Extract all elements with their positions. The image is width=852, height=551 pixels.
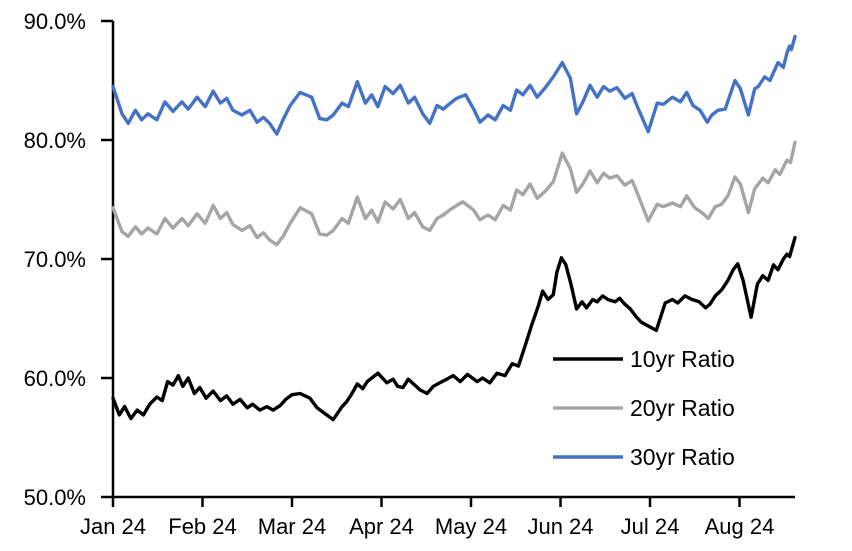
x-axis-tick-label: Jan 24 [80,514,146,539]
y-axis-tick-label: 80.0% [24,128,86,153]
x-axis-tick-label: Mar 24 [258,514,326,539]
x-axis-tick-label: Jun 24 [527,514,593,539]
x-axis-tick-label: May 24 [435,514,507,539]
y-axis-tick-label: 70.0% [24,247,86,272]
y-axis-tick-label: 90.0% [24,9,86,34]
y-axis-tick-label: 60.0% [24,366,86,391]
series-line-10yr-ratio [111,235,797,422]
x-axis-tick-label: Apr 24 [349,514,414,539]
x-axis-tick-label: Feb 24 [168,514,237,539]
x-axis-tick-label: Aug 24 [705,514,775,539]
legend-item-30yr-ratio: 30yr Ratio [553,444,735,470]
legend-label-30yr-ratio: 30yr Ratio [630,444,735,470]
legend-item-20yr-ratio: 20yr Ratio [553,395,735,421]
legend-label-10yr-ratio: 10yr Ratio [630,346,735,372]
legend-label-20yr-ratio: 20yr Ratio [630,395,735,421]
x-axis-tick-label: Jul 24 [621,514,680,539]
series-line-20yr-ratio [111,140,797,247]
series-line-30yr-ratio [111,34,797,136]
legend-item-10yr-ratio: 10yr Ratio [553,346,735,372]
y-axis-tick-label: 50.0% [24,485,86,510]
